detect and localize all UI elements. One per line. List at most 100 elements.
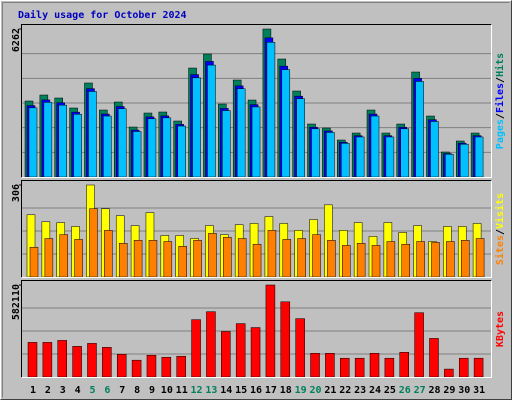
bar	[459, 143, 469, 178]
bar	[193, 240, 202, 278]
bar	[356, 243, 366, 278]
x-tick-label: 22	[339, 385, 351, 396]
bar	[162, 117, 172, 178]
bar	[72, 346, 82, 378]
bar	[355, 136, 365, 178]
bar	[266, 42, 276, 178]
bar	[460, 240, 470, 278]
x-tick-label: 28	[428, 385, 440, 396]
bar	[133, 240, 143, 278]
bar	[474, 136, 484, 178]
panel-border	[21, 280, 492, 378]
bar	[29, 246, 39, 278]
bar	[146, 354, 157, 378]
bar	[414, 312, 424, 378]
bar	[43, 102, 53, 178]
bar	[235, 323, 246, 378]
x-tick-label: 14	[220, 385, 232, 396]
bar	[281, 69, 291, 178]
bar	[354, 357, 365, 378]
x-tick-label: 8	[134, 385, 140, 396]
legend-entry: Hits	[494, 53, 506, 77]
y-tick-label: 6262	[11, 28, 22, 52]
x-tick-label: 16	[250, 385, 262, 396]
bar	[178, 246, 187, 278]
bar	[430, 121, 439, 178]
bar	[44, 238, 54, 278]
bar	[103, 115, 112, 178]
x-tick-label: 10	[161, 385, 173, 396]
x-tick-label: 4	[75, 385, 81, 396]
bar	[208, 233, 217, 278]
bar	[161, 356, 172, 378]
x-tick-label: 18	[280, 385, 292, 396]
bar	[369, 353, 380, 378]
x-tick-label: 17	[265, 385, 277, 396]
bar	[132, 131, 142, 178]
legend: Pages/Files/Hits	[494, 53, 506, 149]
bar	[102, 347, 112, 378]
x-tick-label: 19	[295, 385, 307, 396]
bar	[295, 318, 305, 378]
bar	[191, 319, 201, 378]
x-tick-label: 2	[45, 385, 51, 396]
x-tick-label: 5	[89, 385, 95, 396]
bar	[282, 239, 292, 278]
bar	[280, 301, 291, 378]
bar	[131, 359, 142, 378]
legend-entry: Visits	[494, 193, 506, 229]
x-tick-label: 20	[310, 385, 322, 396]
bar	[473, 357, 484, 378]
bar	[297, 238, 306, 278]
bar	[74, 239, 83, 278]
x-tick-label: 23	[354, 385, 366, 396]
bar	[163, 241, 173, 278]
bar	[416, 241, 425, 278]
legend-separator: /	[495, 77, 506, 83]
legend-separator: /	[495, 113, 506, 119]
bar	[445, 153, 454, 178]
bar	[341, 143, 350, 178]
x-tick-label: 7	[119, 385, 125, 396]
bar	[57, 340, 67, 378]
y-tick-label: 306	[11, 184, 22, 202]
bar	[58, 104, 67, 178]
bar	[342, 245, 351, 278]
x-tick-label: 26	[399, 385, 411, 396]
x-tick-label: 24	[369, 385, 381, 396]
bar	[340, 357, 350, 378]
bar	[222, 110, 231, 178]
bar	[401, 243, 410, 278]
bar	[42, 342, 53, 378]
bar	[400, 128, 409, 178]
bar	[207, 64, 216, 178]
bar	[385, 136, 395, 178]
bar	[147, 118, 157, 178]
bar	[311, 128, 320, 178]
bar	[384, 357, 395, 378]
bar	[431, 242, 440, 278]
bar	[192, 77, 201, 178]
panel-border	[21, 24, 492, 178]
x-tick-label: 11	[176, 385, 188, 396]
bar	[250, 327, 261, 378]
bar	[89, 208, 98, 278]
bar	[223, 237, 232, 278]
x-tick-label: 30	[458, 385, 470, 396]
x-tick-label: 31	[473, 385, 485, 396]
bar	[310, 353, 320, 378]
bar	[265, 284, 276, 378]
bar	[429, 338, 439, 378]
chart-title: Daily usage for October 2024	[18, 9, 187, 21]
x-tick-label: 1	[30, 385, 36, 396]
x-tick-label: 21	[324, 385, 336, 396]
bar	[176, 355, 186, 378]
bar	[444, 368, 454, 378]
bar	[117, 108, 127, 178]
bar	[458, 357, 469, 378]
x-tick-label: 15	[235, 385, 247, 396]
legend-entry: KBytes	[495, 311, 506, 347]
